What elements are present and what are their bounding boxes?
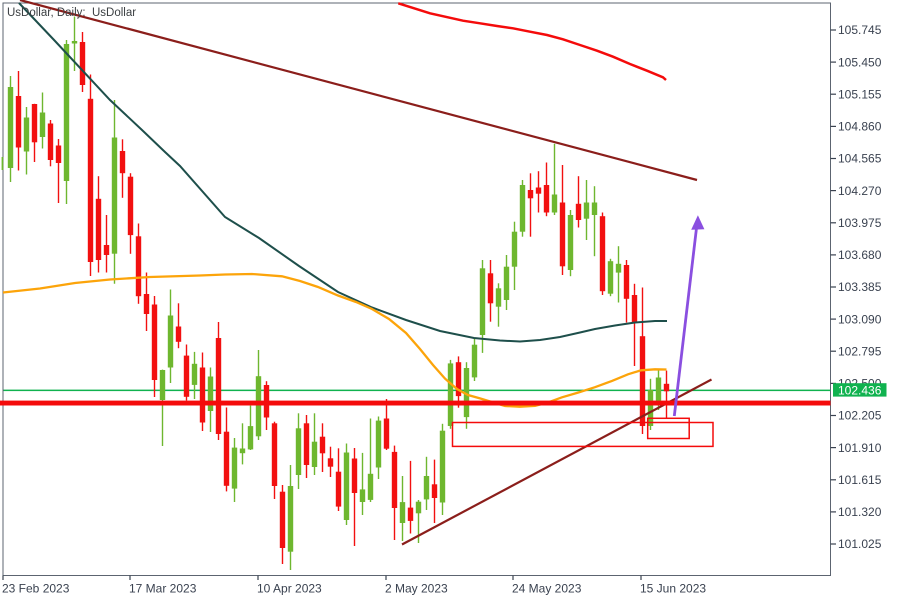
svg-text:24 May 2023: 24 May 2023 xyxy=(512,582,582,596)
svg-text:103.385: 103.385 xyxy=(838,280,882,294)
svg-text:102.436: 102.436 xyxy=(838,384,882,398)
svg-text:104.270: 104.270 xyxy=(838,184,882,198)
svg-text:102.205: 102.205 xyxy=(838,409,882,423)
svg-text:101.025: 101.025 xyxy=(838,537,882,551)
svg-text:2 May 2023: 2 May 2023 xyxy=(385,582,448,596)
svg-text:17 Mar 2023: 17 Mar 2023 xyxy=(129,582,197,596)
svg-text:104.565: 104.565 xyxy=(838,152,882,166)
svg-text:101.615: 101.615 xyxy=(838,473,882,487)
svg-text:101.910: 101.910 xyxy=(838,441,882,455)
svg-text:105.745: 105.745 xyxy=(838,23,882,37)
svg-text:10 Apr 2023: 10 Apr 2023 xyxy=(257,582,322,596)
svg-text:103.975: 103.975 xyxy=(838,216,882,230)
svg-text:15 Jun 2023: 15 Jun 2023 xyxy=(640,582,706,596)
svg-text:104.860: 104.860 xyxy=(838,120,882,134)
svg-text:103.090: 103.090 xyxy=(838,312,882,326)
svg-text:103.680: 103.680 xyxy=(838,248,882,262)
svg-text:23 Feb 2023: 23 Feb 2023 xyxy=(2,582,70,596)
svg-text:105.155: 105.155 xyxy=(838,88,882,102)
svg-text:102.795: 102.795 xyxy=(838,344,882,358)
svg-text:UsDollar, Daily: UsDollar: UsDollar, Daily: UsDollar xyxy=(7,7,136,19)
svg-text:101.320: 101.320 xyxy=(838,505,882,519)
svg-text:105.450: 105.450 xyxy=(838,55,882,69)
